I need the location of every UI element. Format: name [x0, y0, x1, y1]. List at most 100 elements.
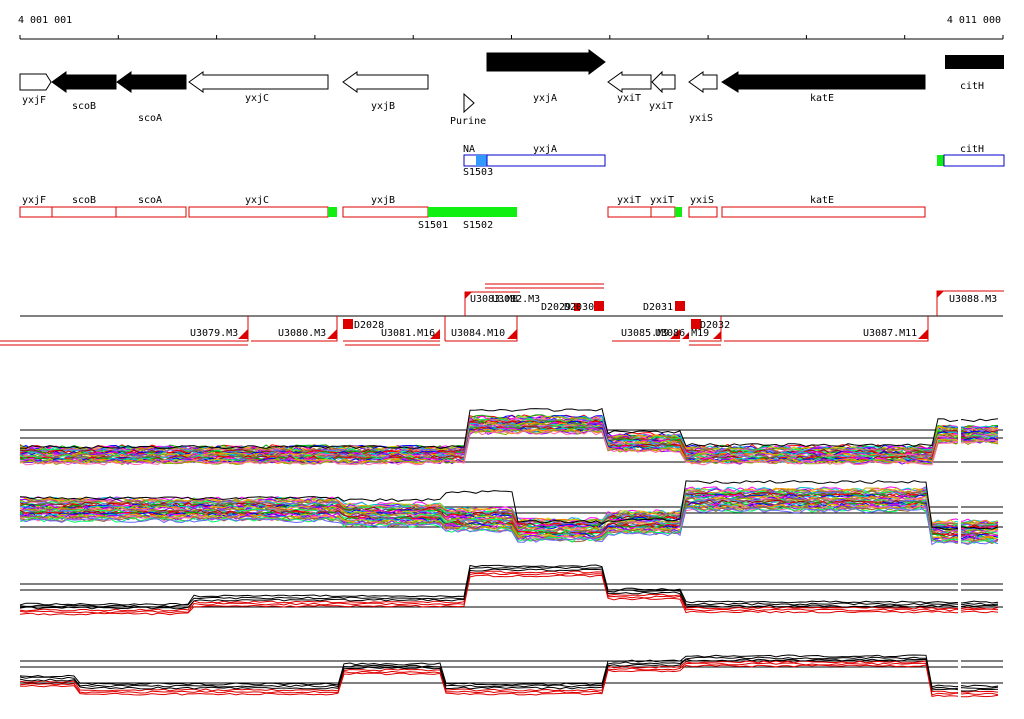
expression-trace	[19, 479, 999, 530]
gene-yxiS[interactable]: yxiS	[688, 71, 718, 124]
expression-trace	[19, 507, 999, 546]
expression-trace	[19, 564, 999, 606]
expression-panel-2	[19, 479, 1003, 546]
transcript-label-U3079[interactable]: U3079.M3	[190, 328, 238, 339]
gene-label: yxjA	[533, 93, 557, 104]
expression-trace	[19, 488, 999, 527]
coord-end: 4 011 000	[947, 15, 1001, 26]
expression-trace	[19, 570, 999, 612]
transcript-label-D2030[interactable]: D2030	[564, 302, 594, 313]
gene-label: yxjC	[245, 93, 269, 104]
transcript-track: U3083.M8 U3082.M3 D2029 D2030 D2031 U308…	[0, 283, 1004, 346]
feature-NA[interactable]: NA	[463, 144, 488, 167]
feature-yxjF[interactable]: yxjF	[19, 195, 53, 218]
expression-trace	[19, 654, 999, 688]
transcript-label-U3080[interactable]: U3080.M3	[278, 328, 326, 339]
gene-label: yxiT	[617, 93, 641, 104]
expression-trace	[19, 656, 999, 690]
feature-label: yxiS	[690, 195, 714, 206]
sigma-label-S1501: S1501	[418, 220, 448, 231]
gene-label: yxjF	[22, 95, 46, 106]
feature-citH[interactable]: citH	[937, 144, 1005, 167]
expression-trace	[19, 419, 999, 456]
expression-trace	[19, 664, 999, 698]
gene-track: yxjF scoB scoA yxjC yxjB Purine yxjA yx	[19, 49, 1004, 127]
sigma-label-S1503: S1503	[463, 167, 493, 178]
feature-label: NA	[463, 144, 475, 155]
feature-label: yxjC	[245, 195, 269, 206]
feature-label: citH	[960, 144, 984, 155]
feature-label: katE	[810, 195, 834, 206]
transcript-label-U3086[interactable]: U3086.M19	[655, 328, 709, 339]
gene-yxiT-1[interactable]: yxiT	[607, 71, 652, 104]
expression-trace	[19, 658, 999, 692]
expression-trace	[19, 568, 999, 610]
feature-katE[interactable]: katE	[721, 195, 926, 218]
feature-label: yxjA	[533, 144, 557, 155]
feature-label: scoB	[72, 195, 96, 206]
gene-label: katE	[810, 93, 834, 104]
feature-label: scoA	[138, 195, 162, 206]
expression-trace	[19, 574, 999, 616]
expression-trace	[19, 492, 999, 531]
transcript-label-D2029[interactable]: D2029	[541, 302, 571, 313]
expression-trace	[19, 662, 999, 696]
data-gap	[958, 390, 961, 700]
gene-citH[interactable]: citH	[945, 55, 1004, 92]
feature-scoA[interactable]: scoA	[115, 195, 187, 218]
riboswitch-label: Purine	[450, 116, 486, 127]
transcript-label-U3085[interactable]: U3085.M9	[621, 328, 669, 339]
transcript-label-U3083[interactable]: U3083.M8	[470, 294, 518, 305]
gene-yxiT-2[interactable]: yxiT	[649, 70, 676, 112]
gene-label: scoA	[138, 113, 162, 124]
transcript-label-U3087[interactable]: U3087.M11	[863, 328, 917, 339]
feature-yxiT-2[interactable]: yxiT	[650, 195, 682, 218]
expression-trace	[19, 506, 999, 545]
feature-yxjA[interactable]: yxjA	[486, 144, 606, 167]
gene-label: citH	[960, 81, 984, 92]
expression-trace	[19, 572, 999, 614]
feature-label: yxiT	[650, 195, 674, 206]
coordinate-ruler: 4 001 001 4 011 000	[18, 15, 1004, 40]
feature-scoB[interactable]: scoB	[51, 195, 117, 218]
gene-label: scoB	[72, 101, 96, 112]
expression-trace	[19, 660, 999, 694]
feature-label: yxiT	[617, 195, 641, 206]
feature-yxjB[interactable]: yxjB	[342, 195, 517, 218]
gene-yxjF[interactable]: yxjF	[19, 73, 52, 106]
gene-scoB[interactable]: scoB	[51, 71, 117, 112]
gene-label: yxiT	[649, 101, 673, 112]
transcript-label-D2028[interactable]: D2028	[354, 320, 384, 331]
expression-trace	[19, 491, 999, 529]
feature-yxiS[interactable]: yxiS	[688, 195, 718, 218]
expression-trace	[19, 429, 999, 466]
transcript-label-D2032[interactable]: D2032	[700, 320, 730, 331]
gene-katE[interactable]: katE	[721, 71, 926, 104]
transcript-label-D2031[interactable]: D2031	[643, 302, 673, 313]
expression-trace	[19, 489, 999, 527]
gene-yxjB[interactable]: yxjB	[342, 71, 429, 112]
feature-yxiT-1[interactable]: yxiT	[607, 195, 652, 218]
transcript-label-U3088[interactable]: U3088.M3	[949, 294, 997, 305]
gene-yxjA[interactable]: yxjA	[486, 49, 606, 104]
red-feature-track: yxjF scoB scoA yxjC yxjB S1501 S1502 yxi…	[19, 195, 926, 231]
expression-panel-1	[19, 408, 1003, 466]
sigma-label-S1502: S1502	[463, 220, 493, 231]
feature-yxjC[interactable]: yxjC	[188, 195, 337, 218]
transcript-label-U3084[interactable]: U3084.M10	[451, 328, 505, 339]
expression-panel-4	[19, 654, 1003, 698]
blue-feature-track: NA yxjA S1503 citH	[463, 144, 1005, 178]
gene-label: yxjB	[371, 101, 395, 112]
terminator-purine[interactable]: Purine	[450, 92, 486, 127]
coord-start: 4 001 001	[18, 15, 72, 26]
feature-label: yxjB	[371, 195, 395, 206]
gene-yxjC[interactable]: yxjC	[188, 71, 329, 104]
gene-scoA[interactable]: scoA	[116, 71, 187, 124]
transcript-label-U3081[interactable]: U3081.M16	[381, 328, 435, 339]
expression-panel-3	[19, 564, 1003, 616]
transcript-label-U3082[interactable]: U3082.M3	[492, 294, 540, 305]
feature-label: yxjF	[22, 195, 46, 206]
gene-label: yxiS	[689, 113, 713, 124]
